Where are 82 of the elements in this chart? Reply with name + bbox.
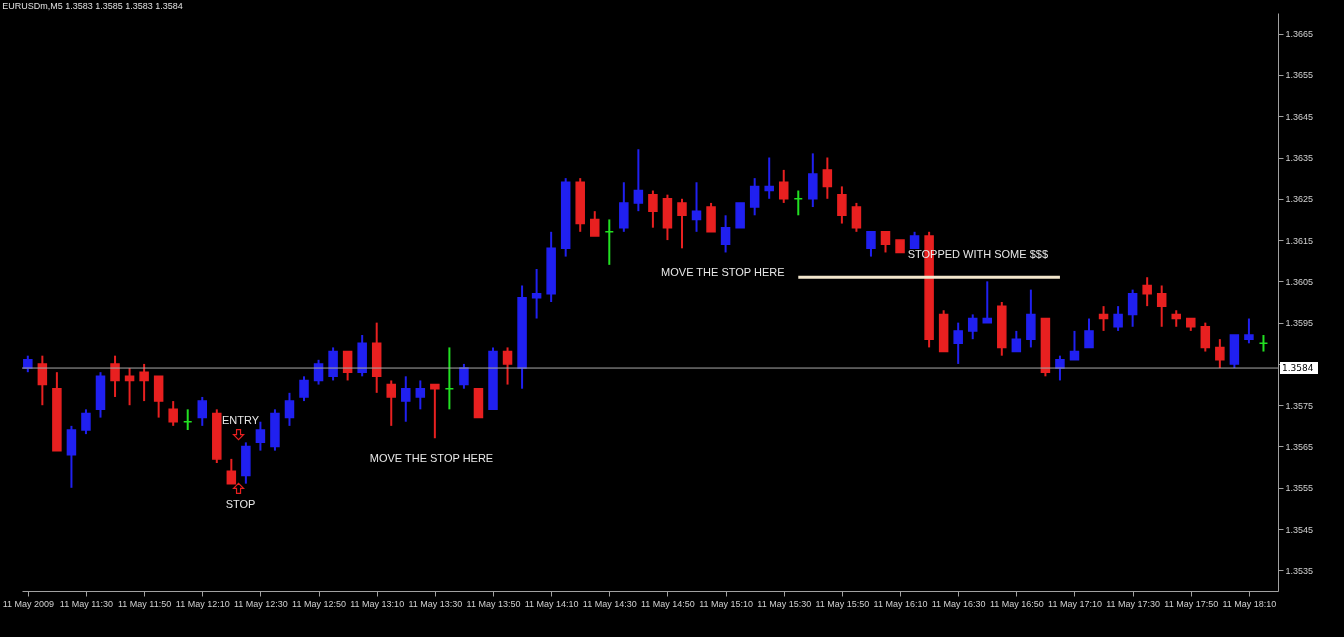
candlestick [1113, 305, 1123, 332]
candlestick [648, 189, 658, 229]
candlestick [386, 379, 396, 427]
y-tick-label: 1.3575 [1285, 400, 1314, 411]
candlestick [1244, 317, 1254, 345]
x-tick-label: 11 May 18:10 [1222, 598, 1277, 609]
x-tick-label: 11 May 14:50 [641, 598, 695, 609]
candlestick [967, 313, 978, 341]
y-tick-label: 1.3655 [1285, 70, 1314, 81]
candlestick [778, 168, 789, 204]
x-tick-label: 11 May 16:30 [931, 598, 986, 609]
y-tick-label: 1.3565 [1285, 442, 1314, 452]
x-tick-label: 11 May 13:30 [408, 598, 463, 609]
candlestick [531, 267, 542, 320]
x-tick-label: 11 May 11:50 [118, 598, 172, 609]
x-tick-label: 11 May 12:50 [292, 598, 346, 609]
x-tick-label: 11 May 15:50 [815, 598, 870, 609]
x-tick-label: 11 May 12:30 [233, 598, 288, 609]
candlestick [197, 395, 208, 427]
candlestick [1200, 321, 1211, 353]
candlestick [866, 230, 876, 258]
y-tick-label: 1.3555 [1285, 483, 1314, 494]
candlestick [226, 457, 237, 485]
candlestick [430, 383, 440, 440]
candlestick [851, 201, 862, 233]
candlestick [1215, 338, 1225, 370]
candlestick [502, 346, 513, 386]
y-tick-label: 1.3615 [1285, 235, 1314, 246]
annotation: MOVE THE STOP HERE [661, 265, 785, 278]
candlestick [720, 214, 731, 254]
y-tick-label: 1.3545 [1285, 524, 1314, 535]
y-tick-label: 1.3665 [1285, 29, 1314, 40]
candlestick [749, 177, 760, 217]
annotation: STOP [225, 498, 256, 511]
x-tick-label: 11 May 15:10 [699, 598, 754, 609]
chart-title: EURUSDm,M5 1.3583 1.3585 1.3583 1.3584 [2, 1, 183, 11]
candlestick [822, 156, 833, 200]
x-tick-label: 11 May 17:50 [1164, 598, 1219, 609]
candlestick [1142, 276, 1152, 308]
candlestick [837, 185, 847, 225]
candlestick [459, 362, 469, 390]
candlestick [1156, 284, 1167, 328]
candlestick [677, 197, 687, 250]
candlestick [1069, 329, 1080, 361]
x-tick-label: 11 May 13:50 [466, 598, 521, 609]
x-tick-label: 11 May 16:50 [989, 598, 1044, 609]
candlestick [299, 375, 309, 403]
x-tick-label: 11 May 17:30 [1106, 598, 1161, 609]
x-tick-label: 11 May 2009 [2, 598, 54, 609]
x-tick-label: 11 May 16:10 [873, 598, 928, 609]
candlestick [764, 156, 774, 200]
candlestick [880, 230, 891, 254]
x-tick-label: 11 May 14:10 [524, 598, 579, 609]
candlestick [110, 354, 120, 398]
ref-line-label: 1.3584 [1282, 363, 1314, 374]
x-tick-label: 11 May 11:30 [59, 598, 114, 609]
y-tick-label: 1.3635 [1285, 153, 1314, 163]
y-tick-label: 1.3625 [1285, 194, 1314, 205]
candlestick [633, 148, 644, 213]
annotation: MOVE THE STOP HERE [369, 452, 494, 465]
candlestick [415, 379, 426, 411]
candlestick [1127, 288, 1138, 328]
candlestick [1011, 329, 1022, 353]
candlestick [953, 321, 963, 365]
y-tick-label: 1.3645 [1285, 111, 1314, 122]
x-tick-label: 11 May 13:10 [350, 598, 405, 609]
candlestick [401, 375, 411, 423]
annotation: ENTRY [222, 414, 260, 427]
candlestick [284, 391, 295, 427]
y-tick-label: 1.3595 [1285, 318, 1314, 329]
candlestick [1084, 317, 1094, 349]
x-tick-label: 11 May 15:30 [757, 598, 812, 609]
y-tick-label: 1.3535 [1285, 565, 1314, 576]
candlestick [139, 362, 149, 403]
x-tick-label: 11 May 12:10 [175, 598, 230, 609]
candlestick [691, 181, 702, 233]
y-tick-label: 1.3605 [1285, 276, 1314, 287]
candlestick [81, 408, 91, 436]
candlestick [168, 400, 178, 427]
x-tick-label: 11 May 14:30 [582, 598, 637, 609]
candlestick [590, 210, 600, 237]
x-tick-label: 11 May 17:10 [1048, 598, 1102, 609]
